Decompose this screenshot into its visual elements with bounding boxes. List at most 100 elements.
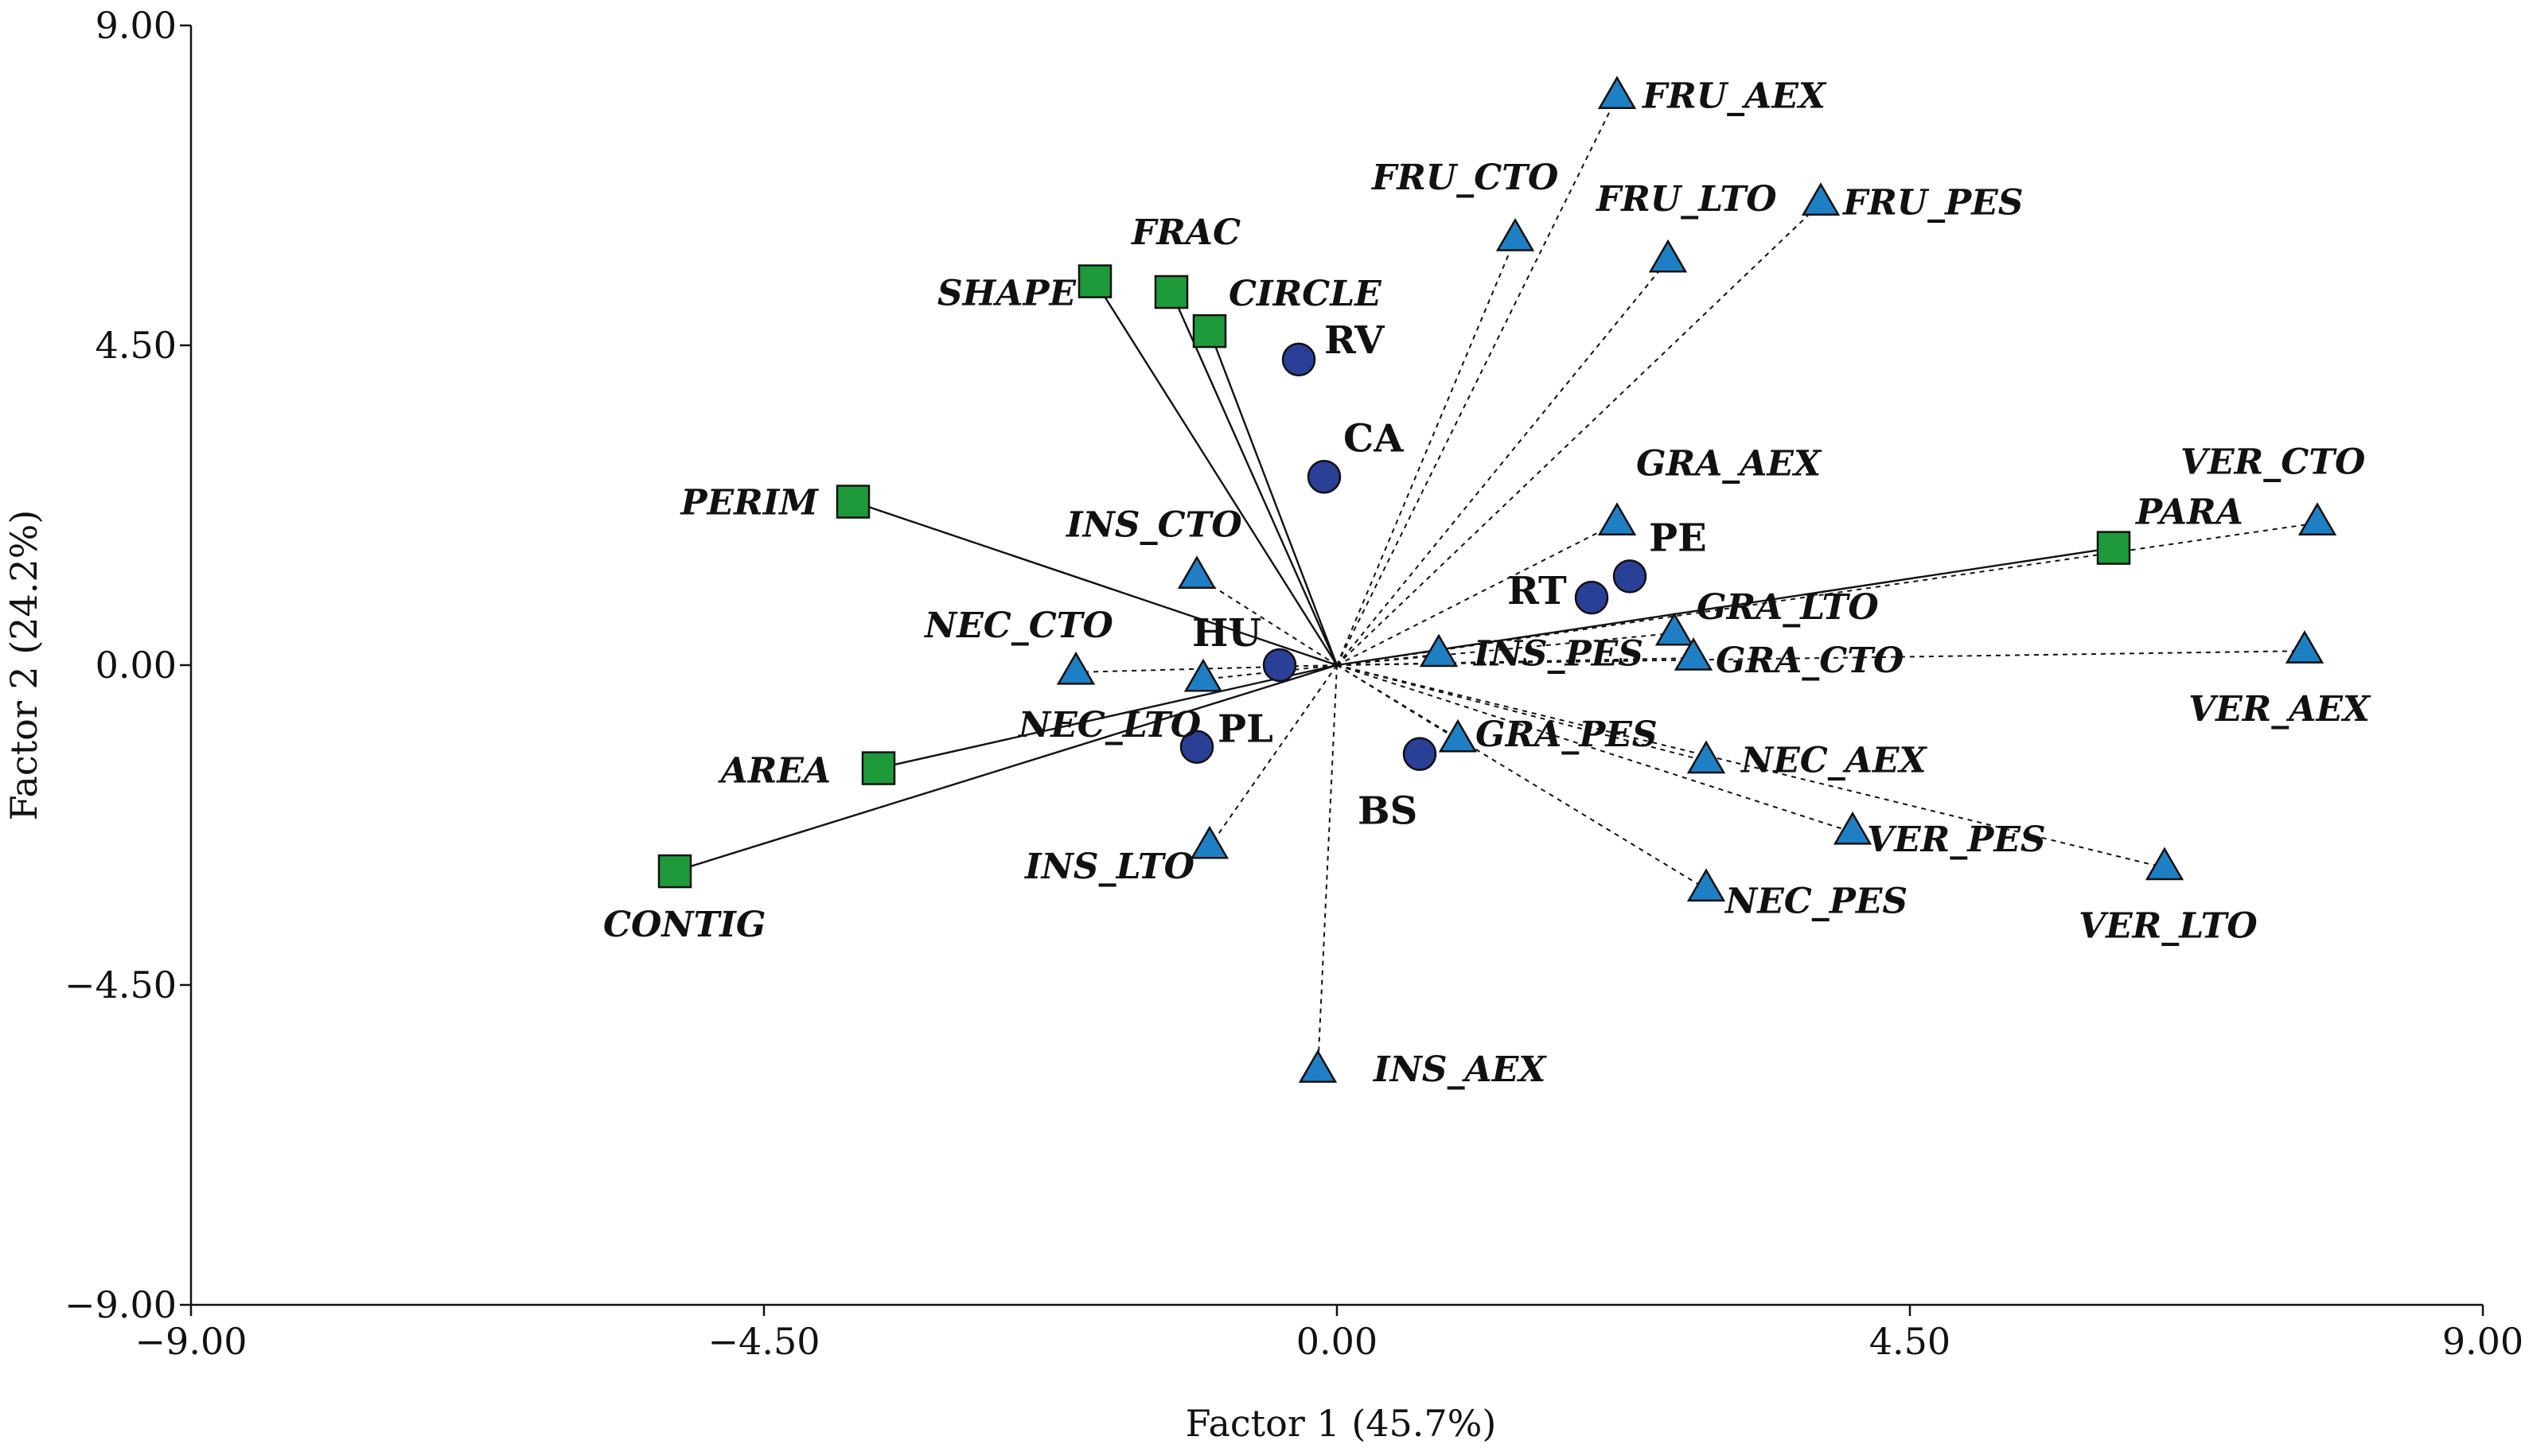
marker-nec-pes [1686,868,1726,902]
marker-frac [1154,274,1189,309]
vector-ver-pes [1336,664,1853,833]
label-ver-pes: VER_PES [1867,819,2046,860]
label-site-rt: RT [1507,569,1567,613]
label-contig: CONTIG [603,905,766,945]
vector-fru-lto [1336,259,1669,666]
vector-para [1336,547,2114,667]
marker-shape [1077,264,1113,298]
label-area: AREA [718,751,831,792]
label-site-bs: BS [1358,789,1417,834]
y-tick-label: 9.00 [95,4,177,47]
label-circle: CIRCLE [1229,274,1382,314]
marker-site-ca [1307,460,1342,494]
y-axis-title: Factor 2 (24.2%) [2,510,45,821]
marker-nec-aex [1686,740,1726,774]
label-shape: SHAPE [937,274,1077,314]
label-nec-pes: NEC_PES [1724,881,1908,921]
marker-gra-cto [1674,637,1713,671]
tick-labels: −9.00 −4.50 0.00 4.50 9.00 9.00 4.50 0.00 −4.50 −… [64,4,2523,1363]
y-tick-label: −9.00 [64,1283,177,1326]
marker-ver-aex [2285,630,2325,664]
label-fru-lto: FRU_LTO [1595,179,1777,220]
marker-fru-lto [1648,239,1688,273]
marker-nec-cto [1056,651,1096,685]
marker-ins-pes [1419,633,1459,668]
vector-gra-aex [1336,522,1618,666]
label-para: PARA [2134,492,2243,533]
vector-circle [1208,330,1339,666]
marker-ins-aex [1298,1049,1338,1083]
marker-site-pe [1612,559,1647,594]
y-tick-label: −4.50 [64,964,177,1006]
label-gra-cto: GRA_CTO [1716,640,1904,681]
label-ins-lto: INS_LTO [1023,847,1194,887]
vector-frac [1170,291,1339,666]
label-ins-cto: INS_CTO [1065,504,1242,545]
label-frac: FRAC [1130,212,1241,253]
x-tick-label: 0.00 [1296,1320,1378,1363]
label-fru-pes: FRU_PES [1841,182,2024,223]
label-fru-cto: FRU_CTO [1370,158,1558,198]
marker-site-rt [1574,580,1609,615]
marker-fru-cto [1495,217,1535,251]
vector-perim [852,500,1338,667]
vector-fru-aex [1336,95,1618,666]
point-labels: SHAPE FRAC CIRCLE PERIM PARA AREA CONTIG FRU_AE… [603,76,2371,1090]
label-fru-aex: FRU_AEX [1641,76,1827,116]
label-site-ca: CA [1343,416,1404,461]
x-tick-label: −9.00 [135,1320,247,1363]
vector-ver-cto [1336,522,2318,666]
marker-gra-aex [1597,502,1637,536]
label-ver-aex: VER_AEX [2188,689,2371,730]
label-gra-lto: GRA_LTO [1697,587,1879,628]
marker-ins-cto [1177,555,1217,590]
label-nec-lto: NEC_LTO [1017,705,1201,746]
label-gra-aex: GRA_AEX [1636,443,1822,484]
vector-ver-lto [1336,664,2165,869]
vector-lines [674,95,2318,1071]
label-ver-cto: VER_CTO [2180,442,2365,482]
marker-site-hu [1262,648,1297,683]
vector-fru-pes [1336,202,1822,666]
marker-nec-lto [1183,658,1223,692]
vector-ver-aex [1336,650,2305,666]
label-ver-lto: VER_LTO [2079,906,2258,947]
marker-perim [836,485,871,519]
vector-shape [1093,280,1339,666]
vector-ins-pes [1336,653,1440,666]
label-ins-pes: INS_PES [1472,634,1643,675]
marker-site-pl [1179,730,1214,764]
marker-circle [1192,313,1227,348]
marker-gra-pes [1438,718,1478,753]
vector-fru-cto [1336,238,1516,666]
vector-contig [674,664,1338,873]
label-perim: PERIM [680,483,820,524]
marker-site-rv [1281,342,1316,377]
vector-ins-lto [1209,664,1338,847]
markers [657,76,2337,1083]
vector-ins-cto [1196,575,1338,666]
x-tick-label: −4.50 [708,1320,820,1363]
marker-site-bs [1402,737,1437,771]
vector-area [878,664,1338,769]
label-gra-pes: GRA_PES [1475,714,1658,755]
marker-ver-cto [2297,502,2337,536]
marker-para [2096,531,2131,565]
y-tick-label: 0.00 [95,644,177,687]
label-nec-cto: NEC_CTO [923,605,1113,646]
marker-area [861,751,896,785]
label-site-pl: PL [1218,707,1273,752]
x-tick-label: 4.50 [1869,1320,1950,1363]
label-site-pe: PE [1649,516,1707,560]
label-ins-aex: INS_AEX [1372,1049,1547,1090]
marker-fru-pes [1801,182,1841,216]
x-axis-title: Factor 1 (45.7%) [1186,1402,1497,1445]
vector-ins-aex [1317,664,1338,1071]
label-site-rv: RV [1324,318,1385,363]
y-tick-label: 4.50 [95,324,177,367]
marker-ins-lto [1190,825,1229,859]
label-site-hu: HU [1192,611,1261,656]
label-nec-aex: NEC_AEX [1740,741,1927,781]
marker-contig [657,854,692,889]
